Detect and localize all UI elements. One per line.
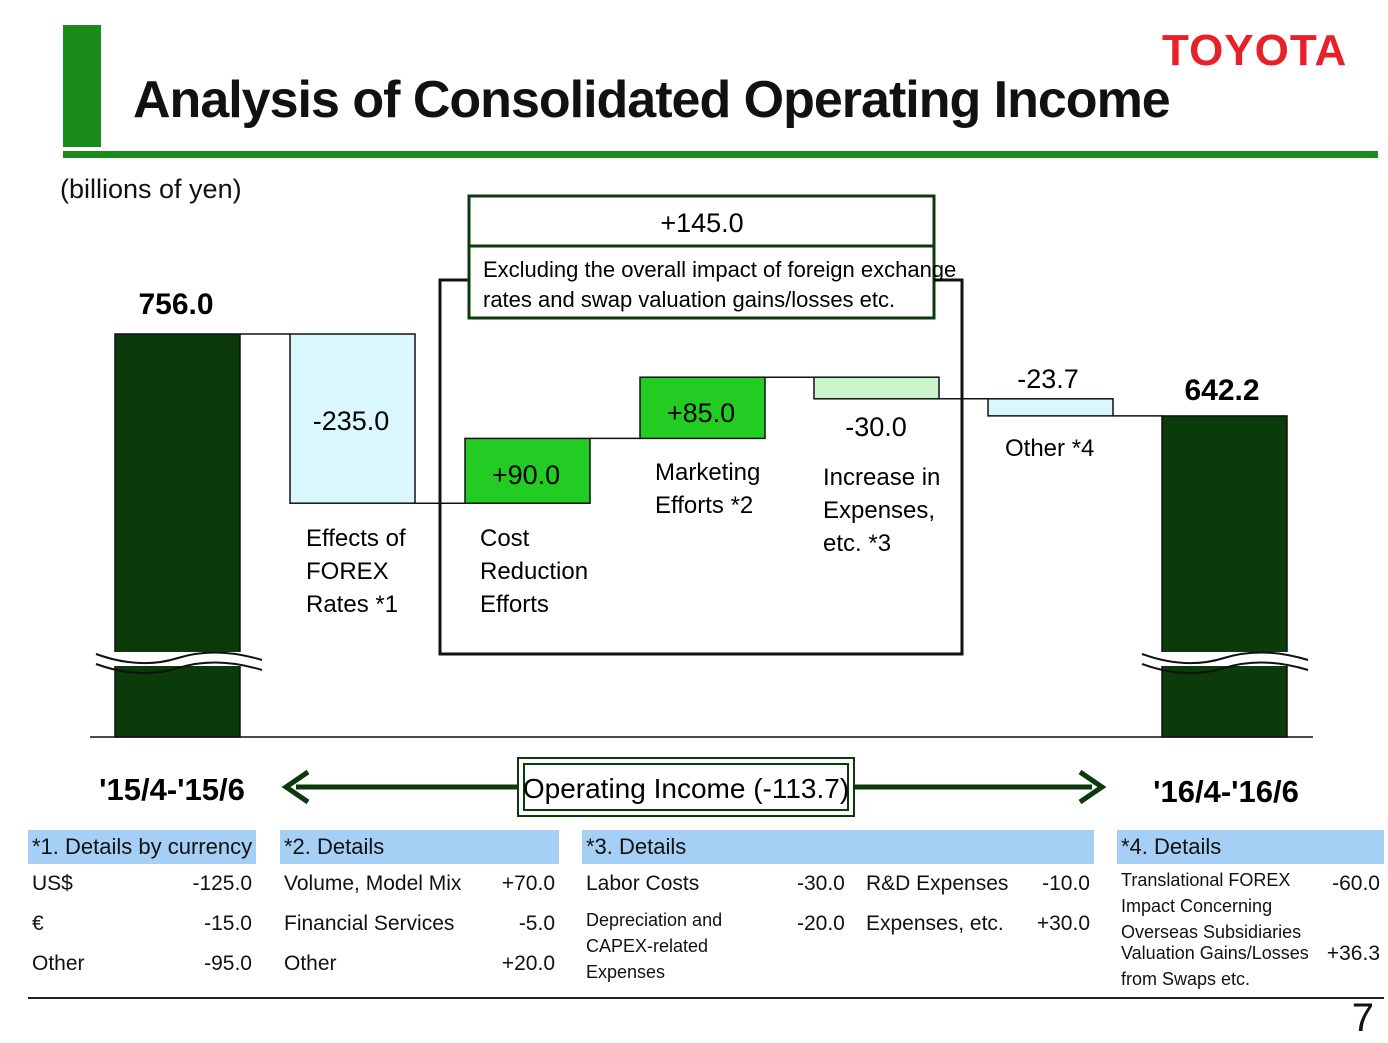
value-label-end: 642.2 [1184,374,1259,407]
labor-costs-value: -30.0 [797,872,845,895]
depreciation-label-1: Depreciation and [586,910,723,930]
details-currency-header: *1. Details by currency [28,830,256,864]
start-period-label: '15/4-'15/6 [99,772,245,807]
swap-gains-value: +36.3 [1326,942,1380,965]
depreciation-value: -20.0 [797,912,845,935]
forex-impact-value: -60.0 [1332,872,1380,895]
title-accent-bar [63,25,101,147]
swap-gains-label-1: Valuation Gains/Losses [1121,943,1309,963]
category-label-cost-3: Efforts [480,591,549,618]
category-label-marketing-2: Efforts *2 [655,492,753,519]
table-row: Labor Costs -30.0 R&D Expenses -10.0 [582,864,1094,904]
value-label-start: 756.0 [138,288,213,321]
table-row: US$ -125.0 [28,864,256,904]
waterfall-chart: +145.0 Excluding the overall impact of f… [90,194,1313,817]
operating-income-box-inner [523,763,849,811]
category-label-other: Other *4 [1005,435,1094,462]
axis-break-left [95,651,263,675]
bracket-note-line1: Excluding the overall impact of foreign … [483,257,956,282]
category-label-forex-2: FOREX [306,558,389,585]
bar-forex [289,333,416,504]
page-number: 7 [1351,996,1374,1040]
row-label: US$ [32,872,73,895]
rd-expenses-value: -10.0 [1042,872,1090,895]
forex-impact-label-3: Overseas Subsidiaries [1121,922,1302,942]
table-row: Valuation Gains/Losses from Swaps etc. +… [1117,942,1384,998]
category-label-cost-1: Cost [480,525,530,552]
bracket-note-line2: rates and swap valuation gains/losses et… [483,287,895,312]
row-value: -95.0 [204,952,252,975]
row-label: Other [284,952,337,975]
table-row: Other -95.0 [28,944,256,984]
category-label-marketing-1: Marketing [655,459,760,486]
value-label-expenses: -30.0 [845,412,907,442]
row-label: Other [32,952,85,975]
table-row: Depreciation and CAPEX-related Expenses … [582,904,1094,984]
value-label-other: -23.7 [1017,364,1079,394]
details-other-table: *4. Details Translational FOREX Impact C… [1117,830,1384,998]
table-row: € -15.0 [28,904,256,944]
details-marketing-table: *2. Details Volume, Model Mix +70.0 Fina… [280,830,559,984]
swap-gains-label-2: from Swaps etc. [1121,969,1251,989]
details-other-header: *4. Details [1117,830,1384,864]
table-row: Translational FOREX Impact Concerning Ov… [1117,864,1384,944]
details-marketing-header: *2. Details [280,830,559,864]
category-label-expenses-2: Expenses, [823,497,935,524]
row-value: -5.0 [518,912,555,935]
page-title: Analysis of Consolidated Operating Incom… [133,71,1171,129]
forex-impact-label-1: Translational FOREX [1121,870,1291,890]
category-label-cost-2: Reduction [480,558,588,585]
operating-income-label: Operating Income (-113.7) [523,773,849,804]
depreciation-label-2: CAPEX-related [586,936,709,956]
row-label: Financial Services [284,912,455,935]
category-label-forex-3: Rates *1 [306,591,398,618]
footer-rule [28,997,1384,999]
row-value: -15.0 [204,912,252,935]
bar-start-total [114,333,241,738]
category-label-expenses-1: Increase in [823,464,940,491]
row-label: € [32,912,44,935]
bar-cost-reduction [464,437,591,504]
value-label-marketing: +85.0 [667,398,735,428]
forex-impact-label-2: Impact Concerning [1121,896,1273,916]
title-rule [63,151,1378,158]
value-label-cost: +90.0 [492,460,560,490]
depreciation-label-3: Expenses [586,962,666,982]
details-expenses-table: *3. Details Labor Costs -30.0 R&D Expens… [582,830,1094,984]
row-value: +20.0 [501,952,555,975]
bar-marketing [639,376,766,440]
labor-costs-label: Labor Costs [586,872,700,895]
bar-end-total [1161,415,1288,738]
row-value: -125.0 [192,872,252,895]
bar-expenses [813,376,940,400]
table-row: Financial Services -5.0 [280,904,559,944]
expenses-etc-value: +30.0 [1036,912,1090,935]
toyota-logo: TOYOTA [1162,26,1348,75]
bracket-callout [467,194,936,320]
table-row: Other +20.0 [280,944,559,984]
bracket-total-label: +145.0 [660,208,743,238]
details-expenses-header: *3. Details [582,830,1094,864]
row-value: +70.0 [501,872,555,895]
unit-label: (billions of yen) [60,174,242,204]
value-label-forex: -235.0 [313,406,390,436]
rd-expenses-label: R&D Expenses [866,872,1009,895]
category-label-forex-1: Effects of [306,525,406,552]
table-row: Volume, Model Mix +70.0 [280,864,559,904]
end-period-label: '16/4-'16/6 [1153,774,1299,809]
details-currency-table: *1. Details by currency US$ -125.0 € -15… [28,830,256,984]
axis-break-right [1141,651,1309,675]
expenses-etc-label: Expenses, etc. [866,912,1004,935]
bar-other [987,398,1114,417]
category-label-expenses-3: etc. *3 [823,530,891,557]
row-label: Volume, Model Mix [284,872,462,895]
